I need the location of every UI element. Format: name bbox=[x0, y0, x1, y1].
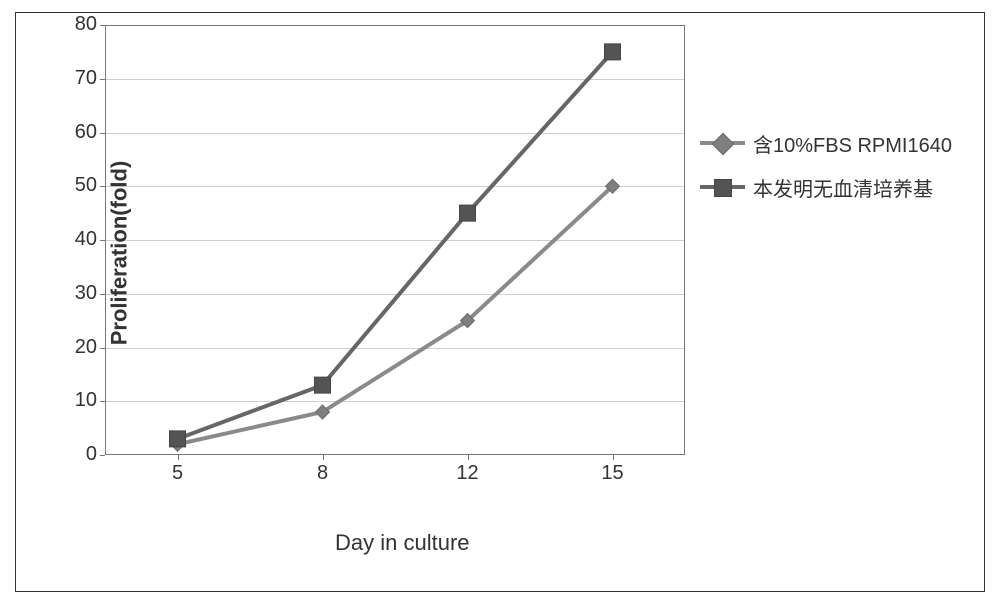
y-tick-label: 50 bbox=[75, 174, 97, 197]
y-tick-label: 70 bbox=[75, 67, 97, 90]
y-tick-label: 40 bbox=[75, 228, 97, 251]
y-tick-label: 80 bbox=[75, 13, 97, 36]
diamond-icon bbox=[712, 133, 735, 156]
square-icon bbox=[714, 179, 732, 197]
x-tick-label: 15 bbox=[601, 462, 623, 485]
legend-line-1 bbox=[700, 185, 745, 189]
y-tick-label: 10 bbox=[75, 389, 97, 412]
y-axis-label: Proliferation(fold) bbox=[106, 161, 132, 346]
x-tick-label: 12 bbox=[456, 462, 478, 485]
y-tick-mark bbox=[100, 455, 105, 456]
plot-svg bbox=[105, 25, 685, 455]
square-icon bbox=[315, 377, 331, 393]
legend-line-0 bbox=[700, 141, 745, 145]
series-line-0 bbox=[178, 186, 613, 444]
square-icon bbox=[460, 205, 476, 221]
legend-item-1: 本发明无血清培养基 bbox=[700, 174, 952, 200]
legend: 含10%FBS RPMI1640 本发明无血清培养基 bbox=[700, 130, 952, 218]
square-icon bbox=[605, 44, 621, 60]
x-tick-mark bbox=[323, 455, 324, 460]
x-tick-mark bbox=[468, 455, 469, 460]
x-tick-label: 8 bbox=[317, 462, 328, 485]
x-tick-label: 5 bbox=[172, 462, 183, 485]
square-icon bbox=[170, 431, 186, 447]
x-tick-mark bbox=[178, 455, 179, 460]
y-tick-label: 0 bbox=[86, 443, 97, 466]
y-tick-label: 20 bbox=[75, 336, 97, 359]
x-axis-label: Day in culture bbox=[335, 530, 470, 556]
legend-label-0: 含10%FBS RPMI1640 bbox=[753, 129, 952, 158]
y-tick-label: 60 bbox=[75, 121, 97, 144]
x-tick-mark bbox=[613, 455, 614, 460]
legend-label-1: 本发明无血清培养基 bbox=[753, 173, 933, 202]
legend-item-0: 含10%FBS RPMI1640 bbox=[700, 130, 952, 156]
y-tick-label: 30 bbox=[75, 282, 97, 305]
